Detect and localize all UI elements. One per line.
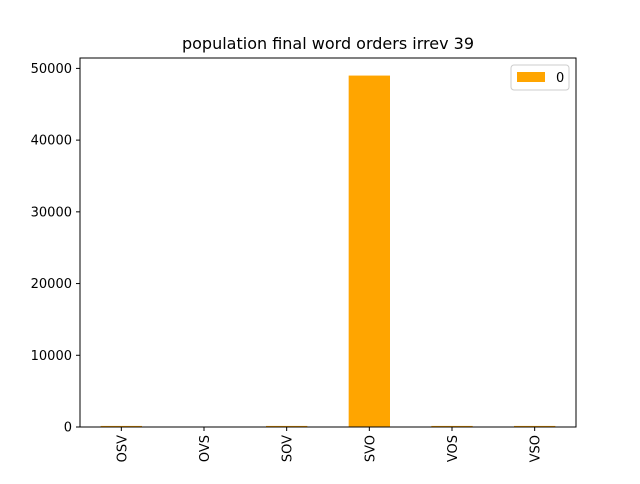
y-tick-label: 10000 <box>31 349 72 364</box>
bar-sov <box>266 425 308 427</box>
y-tick-label: 30000 <box>31 205 72 220</box>
x-tick-label: VOS <box>446 435 461 462</box>
x-axis: OSV OVS SOV SVO VOS VSO <box>115 427 544 462</box>
legend-swatch <box>517 72 545 82</box>
x-tick-label: SOV <box>281 435 296 462</box>
x-tick-label: OVS <box>198 435 213 462</box>
bar-osv <box>100 425 142 427</box>
bar-vos <box>431 425 473 427</box>
bar-svo <box>348 75 390 428</box>
bar-vso <box>514 425 556 427</box>
x-tick-label: SVO <box>363 435 378 462</box>
y-tick-label: 40000 <box>31 134 72 149</box>
x-tick-label: VSO <box>529 435 544 462</box>
bars-layer <box>100 75 556 428</box>
chart-title: population final word orders irrev 39 <box>182 34 474 53</box>
y-tick-label: 50000 <box>31 62 72 77</box>
plot-frame <box>79 57 577 428</box>
y-axis: 0 10000 20000 30000 40000 50000 <box>31 62 80 436</box>
x-tick-label: OSV <box>115 435 130 462</box>
legend-label: 0 <box>556 71 564 86</box>
y-tick-label: 0 <box>64 421 72 436</box>
legend: 0 <box>510 64 570 91</box>
y-tick-label: 20000 <box>31 277 72 292</box>
